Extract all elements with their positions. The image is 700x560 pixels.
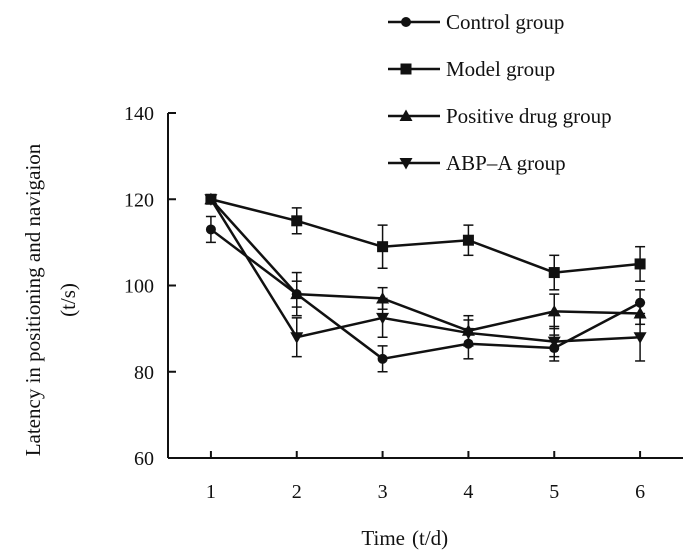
data-point [290,332,304,344]
series-group [204,192,647,373]
data-point [633,332,647,344]
legend: Control group Model group Positive drug gr… [388,10,612,175]
series-line [210,198,641,274]
legend-item: Positive drug group [388,104,612,128]
data-point [290,287,304,300]
legend-item: Model group [388,57,555,81]
data-point [462,234,474,246]
x-axis-label: Time [361,526,405,550]
x-tick-label: 4 [463,481,473,503]
series-line [209,198,641,333]
y-tick-label: 80 [134,362,154,384]
y-tick-label: 140 [124,103,154,125]
legend-label: Positive drug group [446,104,612,128]
x-tick-label: 3 [378,481,388,503]
x-tick-label: 1 [206,481,216,503]
x-tick-labels: 1 2 3 4 5 6 [206,481,645,503]
series-line [209,198,641,343]
x-tick-label: 2 [292,481,302,503]
data-point [547,304,561,317]
legend-marker [401,17,411,27]
legend-label: Model group [446,57,555,81]
legend-item: ABP–A group [388,151,566,175]
legend-label: ABP–A group [446,151,566,175]
data-point [376,312,390,325]
data-point [291,215,303,227]
legend-marker [400,63,412,75]
data-point [204,194,218,206]
y-axis-unit: (t/s) [56,283,80,317]
x-axis-unit: (t/d) [412,526,448,550]
series-4 [204,194,647,362]
y-tick-label: 100 [124,276,154,298]
legend-item: Control group [388,10,564,34]
x-tick-label: 6 [635,481,645,503]
y-tick-label: 120 [124,189,154,211]
y-axis-label: Latency in positioning and navigaion [21,143,45,456]
axes [167,112,683,459]
data-point [377,353,388,364]
data-point [461,327,475,340]
legend-marker [399,109,413,121]
legend-label: Control group [446,10,564,34]
y-tick-labels: 60 80 100 120 140 [124,103,154,470]
legend-marker [399,158,413,170]
x-tick-label: 5 [549,481,559,503]
y-tick-label: 60 [134,448,154,470]
series-1 [205,215,646,373]
data-point [634,258,646,270]
data-point [548,267,560,279]
data-point [205,224,216,235]
data-point [547,336,561,349]
data-point [377,241,389,253]
